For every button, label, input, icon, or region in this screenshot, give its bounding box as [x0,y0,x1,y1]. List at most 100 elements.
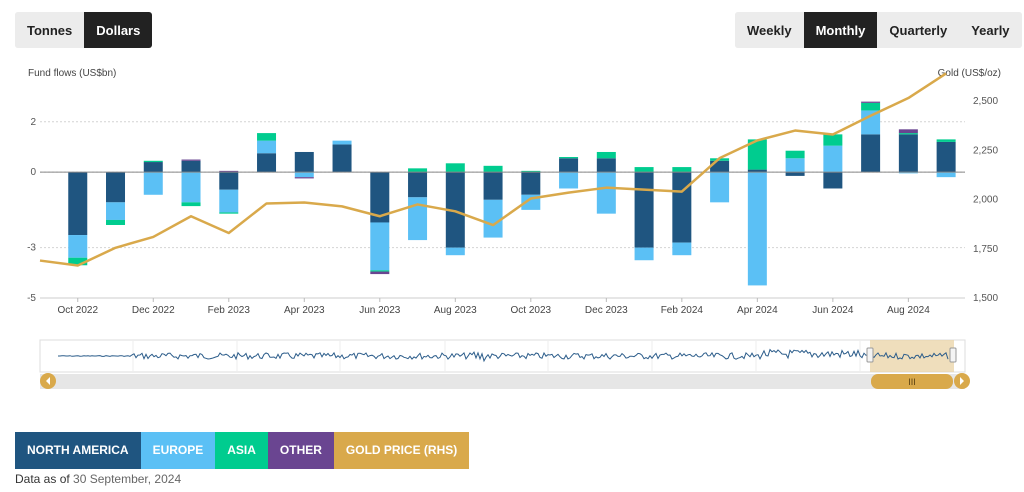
x-tick-label: Dec 2023 [585,305,628,316]
bar-segment [332,144,352,173]
y-tick-label: -3 [27,243,36,254]
left-axis-label: Fund flows (US$bn) [28,68,116,79]
scrollbar-grip-icon: III [908,377,916,387]
left-axis-ticks: -5 -3 0 2 [27,117,36,304]
bar-segment [672,167,692,173]
right-tick-label: 1,500 [973,293,998,304]
bar-segment [181,160,201,173]
bar-segment [559,158,579,173]
bar-segment [294,151,314,173]
bar-series [68,101,956,286]
bar-segment [445,172,465,248]
monthly-button[interactable]: Monthly [803,12,878,48]
bar-segment [634,167,654,173]
bar-segment [785,158,805,173]
bar-segment [219,170,239,173]
bar-segment [898,133,918,135]
bar-segment [408,172,428,198]
tonnes-button[interactable]: Tonnes [15,12,85,48]
bar-segment [747,169,767,173]
bar-segment [823,134,843,146]
bar-segment [596,158,616,173]
legend-other[interactable]: OTHER [267,432,334,469]
x-tick-label: Apr 2024 [737,305,778,316]
data-as-of-label: Data as of [15,472,70,486]
right-tick-label: 1,750 [973,244,998,255]
bar-segment [483,172,503,200]
bar-segment [861,110,881,135]
x-tick-label: Jun 2023 [359,305,401,316]
x-axis-ticks: Oct 2022 Dec 2022 Feb 2023 Apr 2023 Jun 2023… [57,298,930,316]
legend-gold-price[interactable]: GOLD PRICE (RHS) [333,432,470,469]
bar-segment [747,172,767,286]
gold-price-line [39,72,947,267]
chevron-right-icon [960,377,964,385]
dollars-button[interactable]: Dollars [84,12,153,48]
x-tick-label: Feb 2024 [661,305,704,316]
x-tick-label: Aug 2023 [434,305,477,316]
bar-segment [370,271,390,275]
bar-segment [294,177,314,179]
bar-segment [596,172,616,214]
bar-segment [747,139,767,170]
weekly-button[interactable]: Weekly [735,12,804,48]
bar-segment [408,168,428,173]
bar-segment [181,159,201,161]
chevron-left-icon [46,377,50,385]
bar-segment [898,129,918,134]
y-tick-label: -5 [27,293,36,304]
bar-segment [861,102,881,111]
bar-segment [672,172,692,243]
bar-segment [936,172,956,178]
legend-europe[interactable]: EUROPE [140,432,216,469]
x-tick-label: Aug 2024 [887,305,930,316]
navigator-left-handle[interactable] [866,347,874,363]
quarterly-button[interactable]: Quarterly [877,12,960,48]
bar-segment [898,134,918,173]
bar-segment [181,172,201,203]
fund-flows-chart: Fund flows (US$bn) Gold (US$/oz) -5-302 … [27,68,1001,389]
y-tick-label: 0 [30,167,36,178]
bar-segment [521,170,541,173]
x-tick-label: Oct 2023 [511,305,552,316]
bar-segment [898,172,918,174]
bar-segment [861,134,881,173]
navigator-scrollbar-track[interactable] [40,374,965,389]
bar-segment [521,172,541,195]
bar-segment [861,101,881,103]
x-tick-label: Dec 2022 [132,305,175,316]
bar-segment [143,160,163,163]
navigator-right-handle[interactable] [949,347,957,363]
navigator-frame [39,339,966,373]
bar-segment [823,172,843,189]
bar-segment [68,235,88,258]
bar-segment [143,162,163,173]
bar-segment [219,189,239,213]
bar-segment [559,172,579,189]
legend-north-america[interactable]: NORTH AMERICA [15,432,141,469]
navigator-line [58,348,949,363]
range-navigator: III [39,339,970,389]
data-as-of: Data as of 30 September, 2024 [15,472,181,486]
bar-segment [672,242,692,256]
bar-segment [332,140,352,145]
bar-segment [634,247,654,261]
legend-asia[interactable]: ASIA [215,432,268,469]
bar-segment [257,140,277,154]
yearly-button[interactable]: Yearly [959,12,1022,48]
navigator-scrollbar-thumb[interactable] [871,374,953,389]
y-tick-label: 2 [30,117,36,128]
x-tick-label: Oct 2022 [57,305,98,316]
data-as-of-date: 30 September, 2024 [73,472,182,486]
bar-segment [143,172,163,195]
units-toggle: Tonnes Dollars [15,12,153,48]
bar-segment [823,145,843,173]
bar-segment [483,199,503,238]
bar-segment [559,157,579,159]
bar-segment [370,222,390,271]
x-tick-label: Jun 2024 [812,305,854,316]
bar-segment [106,202,126,220]
bar-segment [181,202,201,207]
bar-segment [634,172,654,248]
right-tick-label: 2,000 [973,195,998,206]
